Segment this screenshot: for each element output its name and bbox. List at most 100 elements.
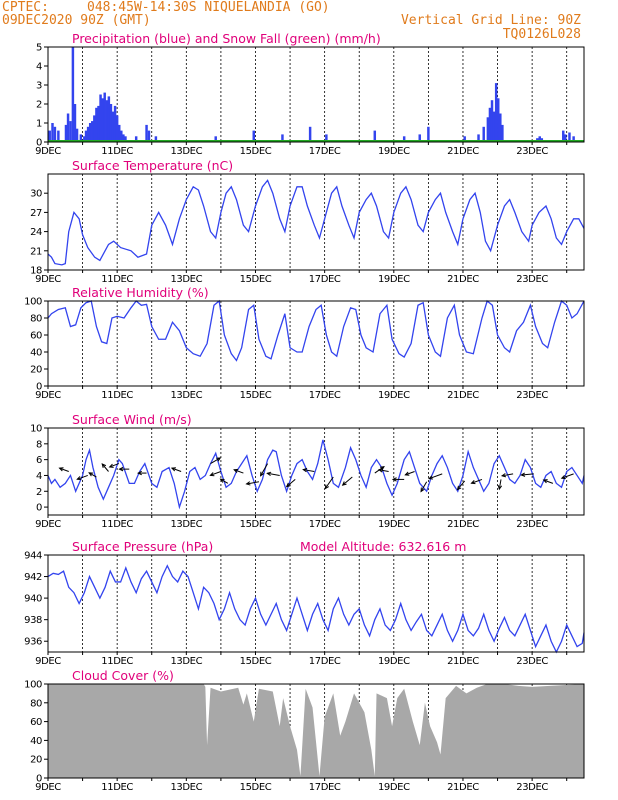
wind-arrow: [303, 469, 315, 472]
panel-title: Relative Humidity (%): [72, 285, 209, 300]
panel-frame: [47, 46, 585, 143]
x-tick-label: 19DEC: [378, 274, 410, 285]
precip-bar: [53, 126, 57, 142]
y-tick-label: 10: [30, 424, 42, 435]
x-tick-label: 17DEC: [309, 390, 341, 401]
x-tick-label: 11DEC: [101, 656, 133, 667]
wind-arrow-head: [497, 485, 503, 491]
wind-arrow-head: [266, 471, 272, 477]
precip-bar: [214, 136, 217, 142]
precip-bar: [105, 100, 109, 142]
wind-arrow: [109, 463, 120, 468]
x-tick-label: 19DEC: [378, 146, 410, 157]
x-tick-label: 19DEC: [378, 519, 410, 530]
wind-arrow-head: [170, 467, 176, 472]
wind-arrow-head: [216, 457, 222, 462]
panel-title: Precipitation (blue) and Snow Fall (gree…: [72, 31, 381, 46]
precip-bar: [48, 130, 51, 142]
precip-bar: [154, 136, 158, 142]
series-line: [47, 439, 585, 510]
header-run: 09DEC2020 90Z (GMT): [2, 13, 151, 28]
y-tick-label: 60: [30, 717, 42, 728]
y-tick-label: 24: [30, 227, 42, 238]
precip-bar: [115, 115, 119, 142]
y-tick-label: 940: [24, 594, 42, 605]
wind-arrow: [457, 480, 466, 490]
x-tick-label: 15DEC: [240, 274, 272, 285]
y-tick-label: 0: [36, 138, 42, 149]
y-tick-label: 21: [30, 246, 42, 257]
y-tick-label: 100: [24, 680, 42, 691]
x-tick-label: 9DEC: [35, 519, 61, 530]
panel-frame: [47, 427, 585, 516]
precip-bar: [482, 126, 485, 142]
wind-arrow: [420, 481, 428, 492]
wind-arrow: [324, 476, 334, 489]
precip-bar: [79, 134, 83, 142]
model-altitude-label: Model Altitude: 632.616 m: [300, 539, 466, 554]
wind-arrow-head: [404, 471, 410, 476]
x-tick-label: 23DEC: [516, 274, 548, 285]
x-tick-label: 23DEC: [516, 519, 548, 530]
panel-2: 0 20 40 60 80 100 9DEC 11DEC 13DEC 15DEC 17DEC 19DE…: [24, 285, 585, 401]
x-tick-label: 23DEC: [516, 146, 548, 157]
y-tick-label: 20: [30, 365, 42, 376]
wind-arrow: [59, 467, 69, 472]
wind-arrow: [543, 479, 554, 484]
y-tick-label: 20: [30, 755, 42, 766]
panel-title: Surface Wind (m/s): [72, 412, 192, 427]
wind-arrow: [220, 478, 229, 484]
precip-bar: [486, 117, 490, 142]
wind-arrow-head: [260, 471, 265, 477]
y-tick-label: 5: [36, 43, 42, 54]
wind-arrow: [171, 467, 182, 472]
panel-title: Surface Temperature (nC): [72, 158, 233, 173]
y-tick-label: 0: [36, 503, 42, 514]
precip-bar: [64, 124, 68, 142]
precip-bar: [91, 121, 94, 142]
wind-arrow-head: [341, 481, 347, 486]
x-tick-label: 9DEC: [35, 390, 61, 401]
precip-bar: [147, 130, 151, 142]
precip-bar: [120, 130, 123, 142]
y-tick-label: 80: [30, 698, 42, 709]
wind-arrow-head: [391, 477, 397, 482]
x-tick-label: 15DEC: [240, 146, 272, 157]
precip-bar: [564, 134, 567, 142]
y-tick-label: 4: [36, 62, 42, 73]
x-tick-label: 21DEC: [447, 390, 479, 401]
panel-frame: [47, 683, 585, 779]
x-tick-label: 9DEC: [35, 146, 61, 157]
y-tick-label: 60: [30, 331, 42, 342]
y-tick-label: 3: [36, 81, 42, 92]
precip-bar: [69, 121, 72, 142]
wind-arrow: [267, 472, 280, 476]
precip-bar: [325, 134, 328, 142]
y-tick-label: 80: [30, 314, 42, 325]
x-tick-label: 9DEC: [35, 656, 61, 667]
precip-bar: [402, 136, 406, 142]
wind-arrow: [101, 463, 109, 472]
precip-bar: [538, 136, 541, 142]
panel-1: 18 21 24 27 30 9DEC 11DEC 13DEC 15DEC 17DEC 19DEC 2…: [30, 158, 585, 285]
precip-bar: [83, 136, 86, 142]
precip-bar: [145, 124, 148, 142]
wind-arrow: [521, 473, 534, 476]
precip-bar: [418, 134, 421, 142]
y-tick-label: 27: [30, 208, 42, 219]
precip-bar: [308, 126, 312, 142]
x-tick-label: 19DEC: [378, 782, 410, 793]
precip-bar: [84, 130, 88, 142]
panel-frame: [47, 554, 585, 653]
wind-arrow-head: [560, 474, 566, 480]
x-tick-label: 23DEC: [516, 656, 548, 667]
x-tick-label: 23DEC: [516, 782, 548, 793]
precip-bar: [109, 104, 113, 142]
x-tick-label: 17DEC: [309, 656, 341, 667]
precip-bar: [57, 130, 60, 142]
x-tick-label: 9DEC: [35, 274, 61, 285]
precip-bar: [95, 107, 98, 142]
precip-bar: [572, 136, 575, 142]
x-tick-label: 13DEC: [170, 146, 202, 157]
